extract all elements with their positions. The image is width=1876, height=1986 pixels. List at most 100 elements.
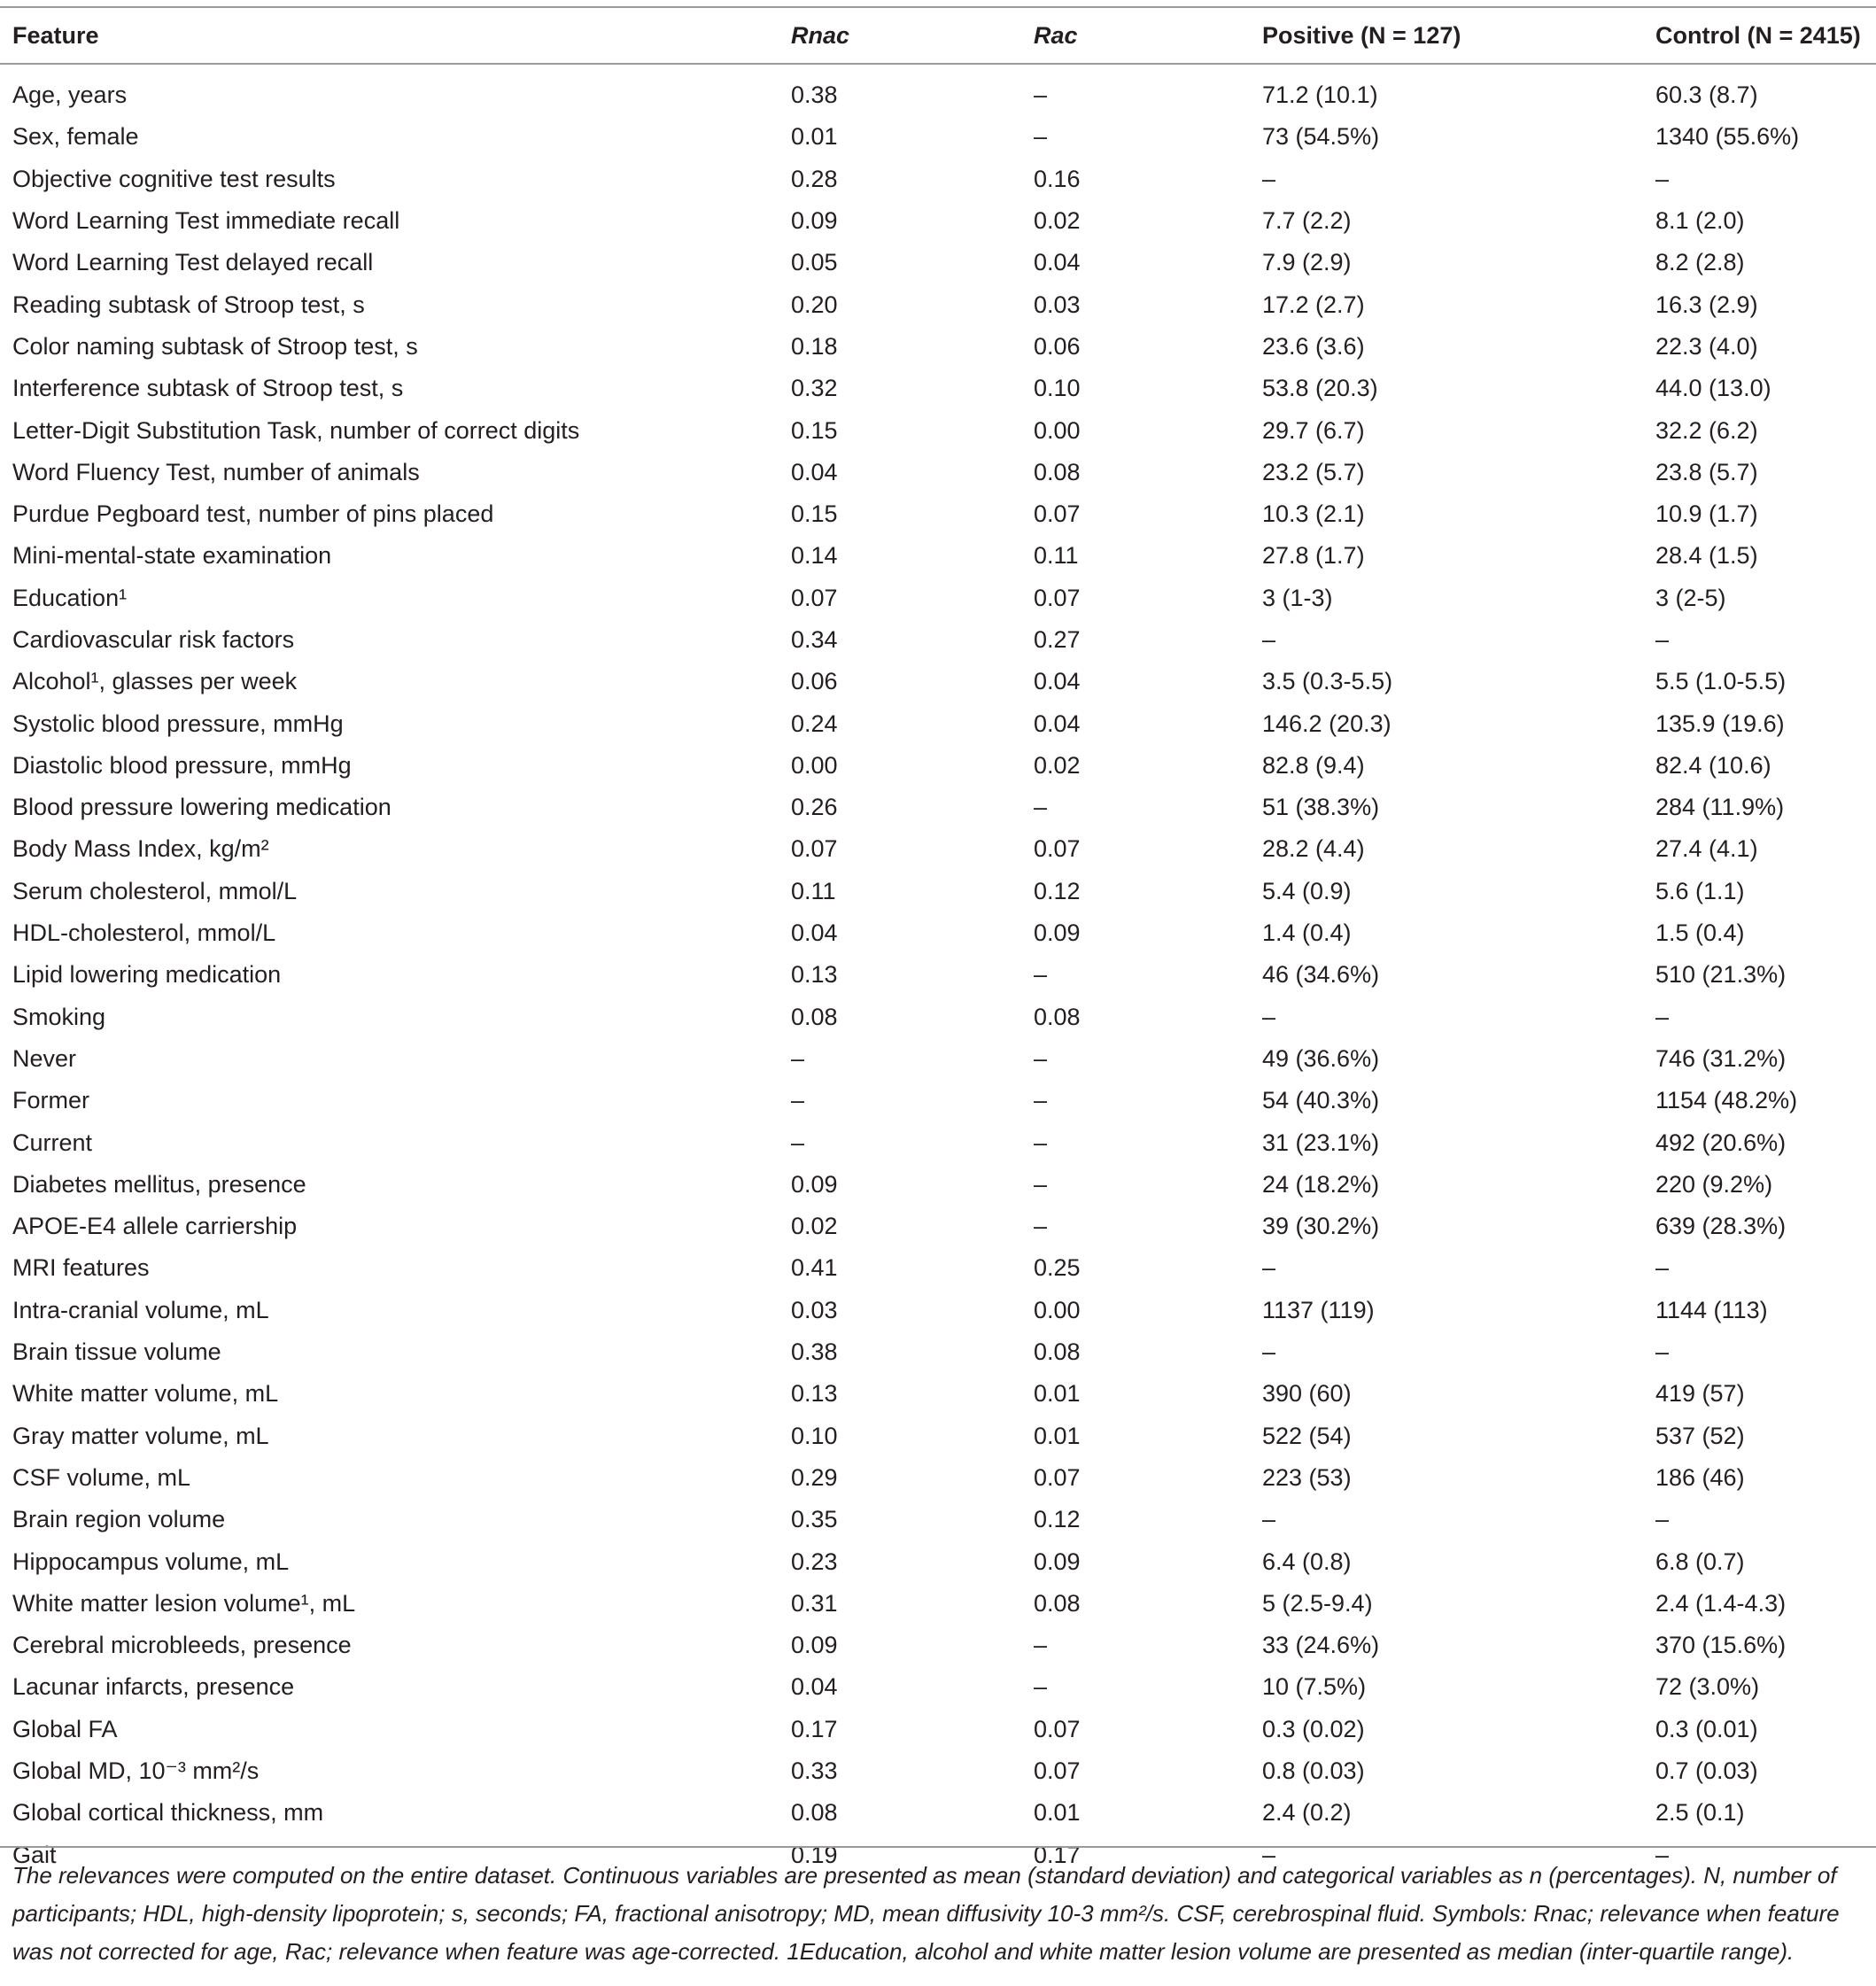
table-cell: 0.04 — [791, 1673, 838, 1701]
table-cell: CSF volume, mL — [12, 1463, 191, 1491]
table-cell: 0.08 — [1034, 458, 1081, 485]
table-cell: Intra-cranial volume, mL — [12, 1296, 269, 1323]
table-cell: 0.03 — [1034, 291, 1081, 318]
header-cell: Control (N = 2415) — [1655, 21, 1861, 49]
table-cell: – — [1655, 626, 1670, 653]
table-row: White matter lesion volume¹, mL 0.31 0.08 5… — [0, 1583, 1876, 1625]
table-cell: 1154 (48.2%) — [1655, 1087, 1798, 1114]
table-row: Cerebral microbleeds, presence 0.09 – 33 (2… — [0, 1625, 1876, 1666]
table-cell: Brain tissue volume — [12, 1338, 221, 1366]
table-cell: 8.2 (2.8) — [1655, 249, 1745, 276]
table-cell: 32.2 (6.2) — [1655, 416, 1758, 444]
table-cell: 44.0 (13.0) — [1655, 375, 1771, 402]
table-cell: 5.4 (0.9) — [1262, 877, 1352, 904]
table-row: Former – – 54 (40.3%) 1154 (48.2%) — [0, 1080, 1876, 1121]
table-cell: Gray matter volume, mL — [12, 1422, 269, 1449]
table-cell: 0.14 — [791, 542, 838, 570]
table-row: Education¹ 0.07 0.07 3 (1-3) 3 (2-5) — [0, 578, 1876, 619]
table-cell: 0.09 — [1034, 1548, 1081, 1575]
table-row: Intra-cranial volume, mL 0.03 0.00 1137 (11… — [0, 1290, 1876, 1331]
table-cell: – — [1655, 1254, 1670, 1282]
table-body: Age, years 0.38 – 71.2 (10.1) 60.3 (8.7) Sex,… — [0, 64, 1876, 1876]
table-cell: 223 (53) — [1262, 1463, 1352, 1491]
table-cell: Hippocampus volume, mL — [12, 1548, 290, 1575]
table-cell: Global MD, 10⁻³ mm²/s — [12, 1757, 260, 1785]
table-cell: 0.12 — [1034, 877, 1081, 904]
table-row: Gait 0.19 0.17 – – — [0, 1834, 1876, 1875]
table-cell: 23.6 (3.6) — [1262, 332, 1365, 360]
table-cell: 0.07 — [791, 835, 838, 863]
table-cell: 82.8 (9.4) — [1262, 751, 1365, 779]
table-row: Mini-mental-state examination 0.14 0.11 27.… — [0, 535, 1876, 577]
table-cell: 0.04 — [791, 458, 838, 485]
table-cell: Serum cholesterol, mmol/L — [12, 877, 298, 904]
table-cell: – — [791, 1129, 805, 1156]
table-cell: 7.7 (2.2) — [1262, 207, 1352, 235]
table-cell: Cardiovascular risk factors — [12, 626, 295, 653]
table-cell: Body Mass Index, kg/m² — [12, 835, 269, 863]
table-cell: 0.09 — [791, 1632, 838, 1659]
table-cell: 3 (1-3) — [1262, 584, 1333, 611]
table-cell: Interference subtask of Stroop test, s — [12, 375, 404, 402]
table-cell: Brain region volume — [12, 1506, 226, 1533]
table-cell: Global cortical thickness, mm — [12, 1799, 324, 1827]
table-cell: 10.9 (1.7) — [1655, 500, 1758, 528]
table-cell: 0.10 — [791, 1422, 838, 1449]
table-cell: 0.41 — [791, 1254, 838, 1282]
table-cell: 0.01 — [1034, 1799, 1081, 1827]
table-cell: Word Fluency Test, number of animals — [12, 458, 420, 485]
table-row: Serum cholesterol, mmol/L 0.11 0.12 5.4 (0.… — [0, 871, 1876, 912]
table-row: Brain region volume 0.35 0.12 – – — [0, 1499, 1876, 1540]
table-cell: 82.4 (10.6) — [1655, 751, 1771, 779]
table-cell: – — [1655, 1338, 1670, 1366]
table-cell: 0.27 — [1034, 626, 1081, 653]
table-cell: 1.5 (0.4) — [1655, 919, 1745, 947]
table-cell: 1144 (113) — [1655, 1296, 1768, 1323]
table-cell: 0.28 — [791, 165, 838, 192]
table-cell: 135.9 (19.6) — [1655, 710, 1785, 737]
table-row: Body Mass Index, kg/m² 0.07 0.07 28.2 (4.4)… — [0, 828, 1876, 870]
table-cell: 10.3 (2.1) — [1262, 500, 1365, 528]
table-cell: 54 (40.3%) — [1262, 1087, 1380, 1114]
table-cell: 284 (11.9%) — [1655, 794, 1785, 821]
table-cell: 0.12 — [1034, 1506, 1081, 1533]
table-cell: – — [791, 1087, 805, 1114]
table-cell: 28.2 (4.4) — [1262, 835, 1365, 863]
table-cell: 220 (9.2%) — [1655, 1170, 1773, 1198]
table-cell: 0.01 — [1034, 1380, 1081, 1408]
table-cell: 72 (3.0%) — [1655, 1673, 1760, 1701]
table-row: Lacunar infarcts, presence 0.04 – 10 (7.5%)… — [0, 1666, 1876, 1708]
table-cell: – — [791, 1044, 805, 1072]
table-cell: 537 (52) — [1655, 1422, 1745, 1449]
table-cell: Education¹ — [12, 584, 128, 611]
table-cell: – — [1262, 1338, 1276, 1366]
table-row: Sex, female 0.01 – 73 (54.5%) 1340 (55.6%) — [0, 116, 1876, 158]
table-cell: 0.08 — [1034, 1589, 1081, 1617]
table-row: Global FA 0.17 0.07 0.3 (0.02) 0.3 (0.01) — [0, 1709, 1876, 1750]
table-cell: – — [1262, 1003, 1276, 1030]
table-cell: 0.20 — [791, 291, 838, 318]
table-cell: 390 (60) — [1262, 1380, 1352, 1408]
table-cell: 0.08 — [1034, 1338, 1081, 1366]
table-cell: 639 (28.3%) — [1655, 1213, 1787, 1240]
table-cell: 3 (2-5) — [1655, 584, 1726, 611]
table-cell: – — [1262, 1506, 1276, 1533]
table-cell: Alcohol¹, glasses per week — [12, 668, 298, 695]
table-cell: 0.08 — [1034, 1003, 1081, 1030]
table-cell: Reading subtask of Stroop test, s — [12, 291, 365, 318]
table-cell: White matter volume, mL — [12, 1380, 279, 1408]
table-cell: – — [1034, 81, 1048, 109]
table-cell: 23.8 (5.7) — [1655, 458, 1758, 485]
table-row: Gray matter volume, mL 0.10 0.01 522 (54) 53… — [0, 1416, 1876, 1457]
table-cell: White matter lesion volume¹, mL — [12, 1589, 356, 1617]
table-cell: 0.15 — [791, 500, 838, 528]
table-cell: 6.4 (0.8) — [1262, 1548, 1352, 1575]
table-cell: 0.08 — [791, 1799, 838, 1827]
table-cell: Color naming subtask of Stroop test, s — [12, 332, 418, 360]
table-cell: 0.04 — [791, 919, 838, 947]
table-cell: 0.07 — [791, 584, 838, 611]
table-cell: 0.8 (0.03) — [1262, 1757, 1365, 1785]
table-cell: 146.2 (20.3) — [1262, 710, 1391, 737]
table-cell: 7.9 (2.9) — [1262, 249, 1352, 276]
table-row: APOE-E4 allele carriership 0.02 – 39 (30.2%… — [0, 1206, 1876, 1247]
